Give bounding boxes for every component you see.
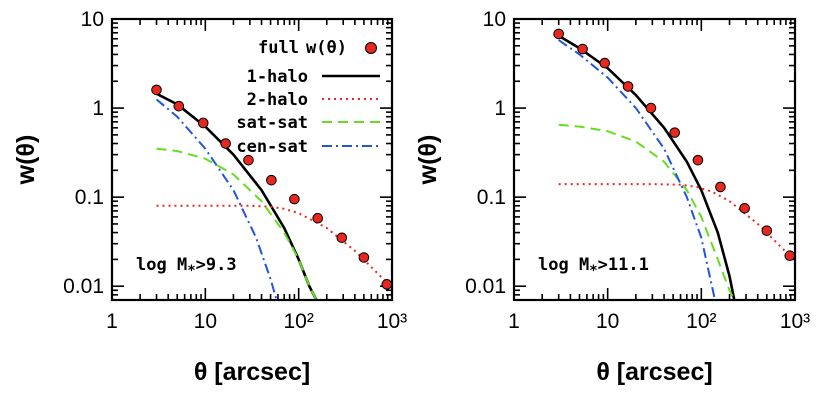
y-tick-label: 1: [92, 97, 104, 120]
x-tick-label: 10: [596, 310, 619, 333]
series-cen-sat-line: [155, 98, 278, 300]
plot-frame: [512, 17, 797, 302]
series-sat-sat-line: [558, 123, 736, 300]
y-tick-label: 0.01: [465, 275, 506, 298]
data-point: [622, 81, 634, 92]
data-point: [173, 100, 185, 112]
curves: [151, 84, 392, 300]
y-tick-label: 0.1: [477, 186, 506, 209]
x-tick-label: 1: [508, 310, 520, 333]
data-point: [692, 154, 704, 166]
data-point: [381, 279, 392, 290]
legend-label-extra: w(θ): [306, 38, 347, 58]
legend-label: full: [258, 38, 299, 58]
y-tick-label: 1: [494, 97, 506, 120]
data-point: [553, 28, 564, 40]
curves: [553, 28, 795, 300]
data-point: [243, 154, 254, 166]
legend-label: sat-sat: [236, 113, 308, 133]
legend-label: 1-halo: [247, 67, 308, 87]
panel-2: 1 10 10² 10³ 10 1 0.1 0.01 θ [arcsec] w(θ) log M*>…: [414, 8, 810, 386]
series-2-halo-line: [558, 183, 791, 257]
data-point: [336, 232, 348, 244]
x-axis-label: θ [arcsec]: [596, 358, 712, 386]
x-tick-label: 10³: [780, 310, 810, 333]
data-point: [739, 202, 750, 214]
legend-marker: [365, 42, 377, 54]
legend: full w(θ) 1-halo 2-halo sat-sat cen-sat: [236, 38, 380, 157]
data-point: [312, 212, 324, 224]
data-point: [151, 84, 162, 96]
series-1-halo-line: [558, 34, 736, 300]
panel-1: 1 10 10² 10³ 10 1 0.1 0.01 θ [arcsec] w(θ) log M*>…: [12, 8, 407, 386]
data-point: [266, 174, 277, 186]
panel-annotation: log M*>11.1: [538, 255, 649, 279]
data-point: [577, 43, 588, 55]
y-axis-label: w(θ): [12, 135, 40, 186]
data-point: [715, 181, 726, 193]
data-point: [289, 193, 300, 205]
x-tick-label: 10²: [686, 310, 716, 333]
x-tick-label: 10³: [377, 310, 407, 333]
data-point: [599, 57, 611, 69]
y-tick-label: 0.1: [75, 186, 104, 209]
y-tick-label: 10: [81, 8, 104, 31]
legend-label: 2-halo: [247, 90, 308, 110]
plot-frame: [110, 17, 394, 302]
x-tick-label: 10: [194, 310, 217, 333]
y-tick-label: 0.01: [63, 275, 104, 298]
x-axis-label: θ [arcsec]: [194, 358, 310, 386]
x-tick-label: 10²: [283, 310, 313, 333]
data-point: [669, 127, 681, 138]
panel-annotation: log M*>9.3: [136, 255, 237, 279]
data-point: [784, 250, 795, 262]
y-tick-label: 10: [483, 8, 506, 31]
data-point: [645, 102, 657, 114]
series-2-halo-line: [156, 204, 388, 284]
x-tick-label: 1: [106, 310, 118, 333]
legend-label: cen-sat: [236, 137, 308, 157]
series-sat-sat-line: [156, 147, 318, 300]
data-point: [197, 117, 209, 129]
y-axis-label: w(θ): [414, 135, 442, 186]
data-point: [761, 225, 773, 236]
data-point: [358, 252, 370, 263]
data-point: [220, 138, 231, 149]
